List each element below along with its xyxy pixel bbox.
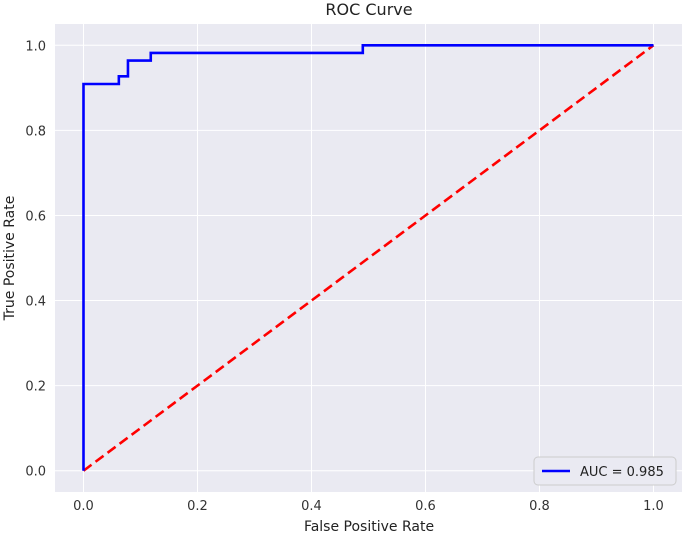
y-tick-label: 0.2 [25,380,46,395]
roc-curve-line [82,43,654,471]
x-tick-label: 0.4 [301,499,322,514]
y-tick-label: 0.0 [25,465,46,480]
x-tick-label: 0.8 [529,499,550,514]
legend-box [533,456,677,486]
x-tick-label: 0.2 [187,499,208,514]
x-tick-label: 0.0 [73,499,94,514]
x-tick-label: 1.0 [643,499,664,514]
legend: AUC = 0.985 [533,456,677,486]
x-axis-label: False Positive Rate [304,519,434,535]
y-tick-label: 1.0 [25,39,46,54]
tick-labels: 0.0 0.2 0.4 0.6 0.8 1.0 0.0 0.2 0.4 0.6 0.8 1.0 [25,39,664,514]
chance-diagonal-line [82,44,655,472]
y-tick-label: 0.4 [25,295,46,310]
legend-label: AUC = 0.985 [580,465,664,480]
chart-title: ROC Curve [325,0,412,19]
y-tick-label: 0.6 [25,209,46,224]
series-layer [82,43,655,472]
x-tick-label: 0.6 [415,499,436,514]
y-tick-label: 0.8 [25,124,46,139]
grid-lines [55,24,682,492]
y-axis-label: True Positive Rate [2,196,18,322]
